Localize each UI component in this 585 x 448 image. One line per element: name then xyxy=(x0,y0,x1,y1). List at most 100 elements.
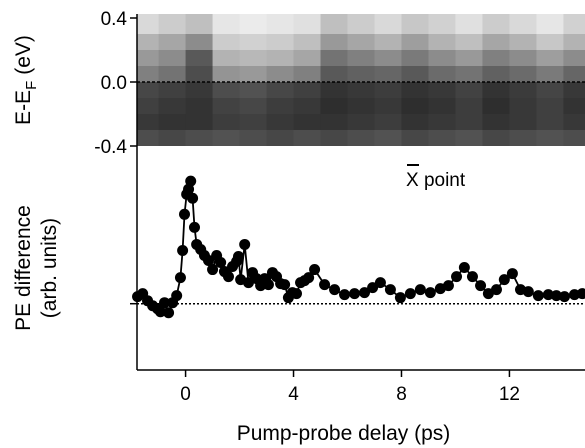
heatmap-cell xyxy=(137,82,160,99)
heatmap-cell xyxy=(185,14,214,35)
heatmap-cell xyxy=(401,66,429,83)
heatmap-cell xyxy=(482,130,510,146)
heatmap-cell xyxy=(266,130,295,146)
heatmap-cell xyxy=(212,14,241,35)
data-point xyxy=(290,288,302,300)
heatmap-cell xyxy=(455,82,483,99)
heatmap-cell xyxy=(158,66,187,83)
annotation: X point xyxy=(406,170,466,191)
data-point xyxy=(414,284,426,296)
data-point xyxy=(359,287,371,299)
y-tick-label: -0.4 xyxy=(94,137,127,158)
heatmap-cell xyxy=(185,50,214,67)
heatmap-cell xyxy=(320,82,349,99)
heatmap-cell xyxy=(509,66,537,83)
heatmap-cell xyxy=(374,50,402,67)
data-point xyxy=(466,271,478,283)
heatmap-cell xyxy=(158,114,187,131)
heatmap-cell xyxy=(536,82,564,99)
heatmap-cell xyxy=(482,114,510,131)
data-point xyxy=(475,280,487,292)
heatmap-cell xyxy=(158,14,187,35)
heatmap-cell xyxy=(185,98,214,115)
heatmap-cell xyxy=(158,34,187,51)
data-point xyxy=(576,288,585,300)
heatmap-cell xyxy=(455,66,483,83)
data-point xyxy=(207,264,219,276)
data-point xyxy=(394,292,406,304)
heatmap-cell xyxy=(137,50,160,67)
data-point xyxy=(203,255,215,267)
heatmap-cell xyxy=(374,66,402,83)
heatmap-cell xyxy=(536,34,564,51)
data-point xyxy=(498,274,510,286)
heatmap-cell xyxy=(455,14,483,35)
heatmap-cell xyxy=(536,114,564,131)
data-point xyxy=(309,264,321,276)
heatmap-cell xyxy=(509,114,537,131)
heatmap-cell xyxy=(563,66,585,83)
heatmap-cell xyxy=(185,130,214,146)
heatmap-cell xyxy=(347,98,375,115)
data-point xyxy=(424,287,436,299)
heatmap-cell xyxy=(185,66,214,83)
heatmap-cell xyxy=(536,98,564,115)
heatmap-cell xyxy=(401,14,429,35)
heatmap-cell xyxy=(536,130,564,146)
heatmap-cell xyxy=(137,130,160,146)
heatmap-cell xyxy=(239,14,268,35)
heatmap-cell xyxy=(212,66,241,83)
heatmap-cell xyxy=(428,14,456,35)
heatmap-cell xyxy=(347,130,375,146)
data-point xyxy=(550,290,562,302)
heatmap-cell xyxy=(482,50,510,67)
heatmap-cell xyxy=(212,82,241,99)
data-point xyxy=(187,192,199,204)
heatmap-cell xyxy=(293,130,322,146)
heatmap-cell xyxy=(266,14,295,35)
heatmap-cell xyxy=(347,50,375,67)
heatmap-cell xyxy=(428,50,456,67)
heatmap-cell xyxy=(455,34,483,51)
data-point xyxy=(367,282,379,294)
heatmap-cell xyxy=(509,82,537,99)
heatmap-cell xyxy=(158,130,187,146)
data-point xyxy=(171,290,183,302)
data-point xyxy=(154,306,166,318)
data-point xyxy=(384,284,396,296)
data-point xyxy=(262,279,274,291)
heatmap-cell xyxy=(266,50,295,67)
heatmap-cell xyxy=(293,34,322,51)
data-point xyxy=(532,290,544,302)
heatmap-cell xyxy=(482,14,510,35)
data-point xyxy=(222,271,234,283)
data-point xyxy=(374,277,386,289)
heatmap-cell xyxy=(374,14,402,35)
y-tick-label: 0.4 xyxy=(101,9,128,30)
heatmap-cell xyxy=(374,98,402,115)
heatmap-cell xyxy=(266,66,295,83)
data-point xyxy=(522,286,534,298)
heatmap-cell xyxy=(320,130,349,146)
y-axis-label-subscript: F xyxy=(23,81,40,90)
data-point xyxy=(542,289,554,301)
y-tick-label: 0.0 xyxy=(101,73,127,94)
data-point xyxy=(349,288,361,300)
heatmap-cell xyxy=(239,50,268,67)
data-point xyxy=(339,289,351,301)
data-point xyxy=(215,257,227,269)
heatmap-cell xyxy=(428,66,456,83)
data-point xyxy=(239,238,251,250)
y-axis-label: PE difference xyxy=(12,205,35,331)
heatmap-cell xyxy=(266,98,295,115)
x-tick-label: 0 xyxy=(180,384,191,405)
heatmap-cell xyxy=(158,82,187,99)
x-axis-label: Pump-probe delay (ps) xyxy=(237,422,451,445)
heatmap-cell xyxy=(185,114,214,131)
heatmap-cell xyxy=(320,66,349,83)
heatmap-cell xyxy=(455,50,483,67)
heatmap-cell xyxy=(347,34,375,51)
heatmap-cell xyxy=(482,82,510,99)
heatmap-cell xyxy=(185,34,214,51)
data-point xyxy=(185,175,197,187)
